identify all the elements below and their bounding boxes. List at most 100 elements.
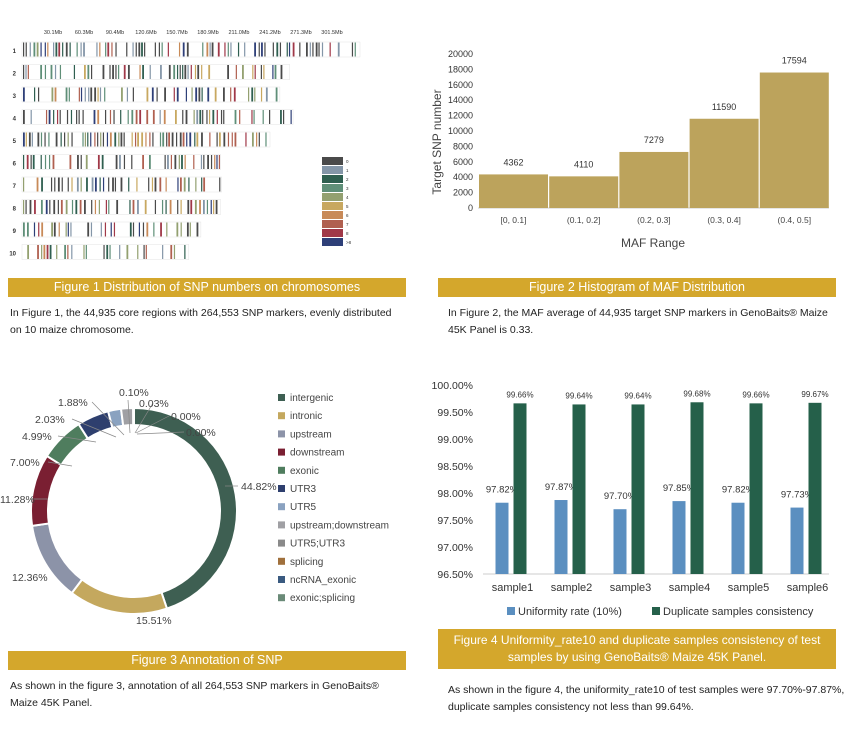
fig1-density-stripe (40, 65, 43, 79)
fig3-leader-line (57, 435, 97, 443)
fig4-data-label: 97.70% (604, 491, 637, 502)
fig1-density-stripe (76, 177, 79, 192)
fig1-density-stripe (40, 42, 42, 57)
fig1-density-stripe (126, 87, 129, 102)
fig4-x-tick: sample3 (610, 582, 652, 594)
fig1-density-stripe (40, 132, 43, 147)
fig1-density-stripe (230, 42, 232, 57)
fig1-density-stripe (25, 65, 27, 79)
fig1-density-stripe (53, 110, 55, 124)
fig1-density-stripe (173, 87, 175, 102)
fig1-density-stripe (210, 200, 212, 214)
fig1-density-stripe (206, 200, 209, 214)
fig1-density-stripe (182, 132, 185, 147)
fig1-density-stripe (70, 110, 73, 124)
fig3-value-label: 15.51% (136, 615, 172, 627)
fig3-legend-swatch (278, 503, 285, 511)
fig1-density-stripe (119, 245, 121, 259)
fig1-density-stripe (142, 65, 144, 79)
figure2-chart: Target SNP number 0 2000 4000 6000 8000 10000… (430, 49, 829, 250)
fig1-density-stripe (36, 42, 39, 57)
fig1-legend-label: 8 (346, 231, 349, 236)
fig1-legend-label: 4 (346, 195, 349, 200)
fig4-x-tick: sample6 (787, 582, 829, 594)
fig1-x-tick: 30.1Mb (44, 30, 62, 36)
fig1-density-stripe (227, 132, 230, 147)
fig4-data-label: 99.67% (801, 390, 828, 399)
fig1-density-stripe (127, 65, 130, 79)
fig3-leader-line (47, 461, 73, 467)
fig1-density-stripe (45, 200, 48, 214)
fig1-density-stripe (31, 132, 33, 147)
fig1-density-stripe (127, 110, 129, 124)
fig1-density-stripe (254, 87, 256, 102)
fig1-density-stripe (280, 65, 283, 79)
fig1-density-stripe (139, 65, 141, 79)
fig1-density-stripe (54, 177, 56, 192)
fig1-density-stripe (47, 42, 49, 57)
fig1-density-stripe (154, 42, 156, 57)
fig3-slice (119, 406, 135, 427)
figure4-chart: 96.50% 97.00% 97.50% 98.00% 98.50% 99.00% 99.5… (432, 380, 829, 618)
fig1-density-stripe (115, 42, 117, 57)
fig2-x-tick: [0, 0.1] (501, 215, 527, 225)
fig1-density-stripe (200, 155, 203, 169)
fig1-density-stripe (251, 132, 254, 147)
fig1-density-stripe (227, 65, 229, 79)
fig1-density-stripe (49, 200, 51, 214)
fig1-density-stripe (41, 177, 43, 192)
fig1-chromosome-label: 5 (13, 139, 17, 145)
fig1-density-stripe (30, 155, 32, 169)
fig1-density-stripe (142, 155, 144, 169)
fig1-density-stripe (33, 42, 36, 57)
fig1-density-stripe (23, 222, 25, 237)
fig3-legend-label: UTR5 (290, 502, 317, 513)
fig1-legend-label: 3 (346, 186, 349, 191)
fig3-legend-swatch (278, 521, 285, 529)
fig1-density-stripe (105, 200, 107, 214)
fig4-y-tick: 98.50% (437, 461, 473, 473)
fig1-legend-label: 7 (346, 222, 349, 227)
fig1-density-stripe (166, 222, 168, 237)
fig4-x-tick: sample4 (669, 582, 711, 594)
fig1-density-stripe (90, 65, 93, 79)
fig1-density-stripe (44, 132, 46, 147)
fig1-density-stripe (187, 65, 189, 79)
fig3-value-label: 4.99% (22, 431, 52, 443)
fig1-density-stripe (208, 65, 211, 79)
fig1-density-stripe (206, 110, 208, 124)
fig1-density-stripe (162, 245, 164, 259)
fig1-density-stripe (274, 65, 277, 79)
fig1-density-stripe (148, 155, 151, 169)
fig1-density-stripe (123, 155, 126, 169)
fig1-density-stripe (67, 132, 69, 147)
fig1-legend-swatch (322, 202, 343, 210)
fig1-density-stripe (59, 65, 62, 79)
fig1-density-stripe (49, 245, 52, 259)
fig1-density-stripe (23, 155, 25, 169)
fig1-density-stripe (169, 200, 172, 214)
fig4-bar-consistency (690, 402, 704, 574)
figure2-banner: Figure 2 Histogram of MAF Distribution (438, 278, 836, 297)
fig1-density-stripe (288, 42, 291, 57)
fig1-density-stripe (102, 132, 105, 147)
fig1-density-stripe (33, 222, 36, 237)
fig1-density-stripe (318, 42, 320, 57)
fig1-density-stripe (182, 42, 185, 57)
fig1-density-stripe (120, 110, 122, 124)
fig1-density-stripe (96, 42, 98, 57)
fig1-density-stripe (109, 110, 112, 124)
fig1-density-stripe (54, 65, 57, 79)
fig1-density-stripe (118, 132, 120, 147)
fig4-data-label: 99.68% (683, 389, 710, 398)
fig3-legend-swatch (278, 448, 285, 456)
fig4-bar-consistency (808, 402, 822, 574)
fig1-density-stripe (29, 200, 32, 214)
fig1-density-stripe (194, 132, 196, 147)
fig1-density-stripe (223, 110, 225, 124)
fig1-density-stripe (99, 87, 102, 102)
fig2-bar (689, 118, 759, 208)
fig1-density-stripe (251, 87, 254, 102)
fig1-density-stripe (46, 245, 49, 259)
fig1-density-stripe (146, 87, 149, 102)
